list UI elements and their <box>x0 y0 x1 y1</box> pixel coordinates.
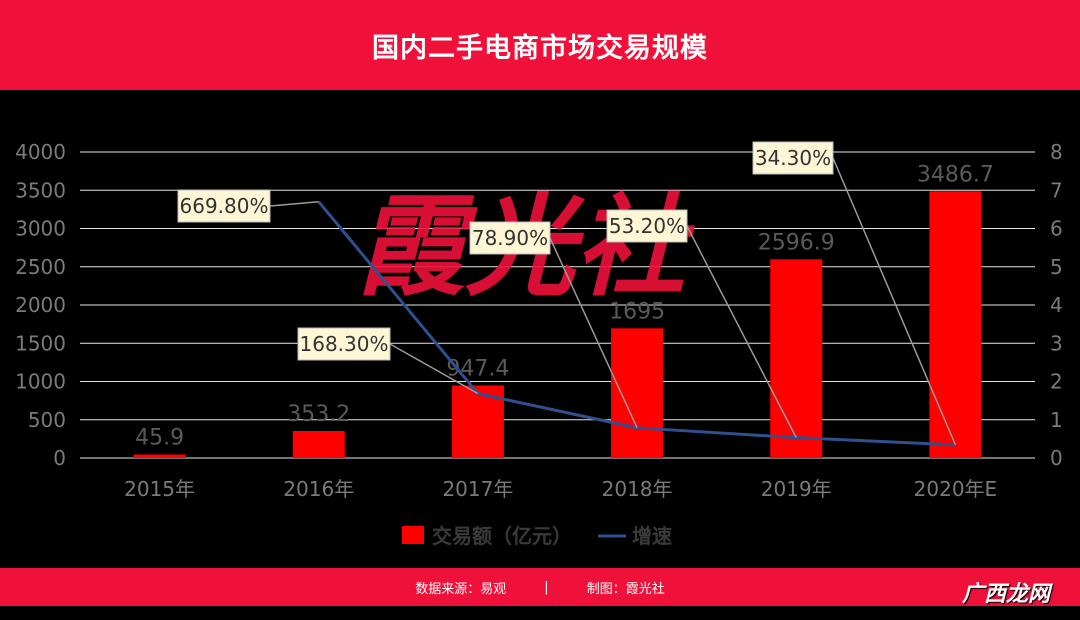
y-left-tick: 1000 <box>15 370 66 394</box>
x-tick: 2017年 <box>442 477 513 501</box>
growth-value-label: 669.80% <box>180 194 269 218</box>
callout-box <box>606 209 688 243</box>
y-left-tick: 0 <box>53 446 66 470</box>
bar <box>611 328 664 458</box>
x-tick: 2015年 <box>124 477 195 501</box>
y-left-tick: 2500 <box>15 255 66 279</box>
growth-value-label: 34.30% <box>755 146 831 170</box>
footer-bar: 数据来源：易观 | 制图：霞光社 <box>0 568 1080 606</box>
y-right-tick: 2 <box>1050 370 1063 394</box>
footer-strip <box>0 606 1080 620</box>
bar <box>133 454 186 458</box>
callout-box <box>297 327 391 361</box>
bar <box>770 259 823 458</box>
x-tick: 2020年E <box>914 477 998 501</box>
growth-value-label: 78.90% <box>472 226 548 250</box>
y-left-tick: 500 <box>28 408 66 432</box>
bar <box>292 430 345 458</box>
legend-bar-label: 交易额（亿元） <box>432 524 572 548</box>
y-left-tick: 3500 <box>15 178 66 202</box>
bar <box>929 191 982 458</box>
y-right-tick: 7 <box>1050 178 1063 202</box>
bar-value-label: 2596.9 <box>758 230 835 255</box>
header-bar: 国内二手电商市场交易规模 <box>0 0 1080 90</box>
callout-box <box>469 221 551 255</box>
callout-leader <box>832 157 957 446</box>
bar-value-label: 1695 <box>609 299 665 324</box>
callout-leader <box>549 237 638 429</box>
growth-value-label: 168.30% <box>300 332 389 356</box>
bar-value-label: 353.2 <box>287 402 350 427</box>
callout-box <box>177 189 271 223</box>
y-right-tick: 8 <box>1050 140 1063 164</box>
y-right-tick: 0 <box>1050 446 1063 470</box>
legend-bar-swatch <box>402 526 424 544</box>
y-left-tick: 1500 <box>15 331 66 355</box>
footer-separator: | <box>544 579 549 595</box>
y-right-tick: 1 <box>1050 408 1063 432</box>
y-left-tick: 3000 <box>15 217 66 241</box>
callout-box <box>752 141 834 175</box>
y-right-tick: 3 <box>1050 331 1063 355</box>
growth-value-label: 53.20% <box>609 214 685 238</box>
x-tick: 2016年 <box>283 477 354 501</box>
callout-leader <box>389 343 479 395</box>
y-right-tick: 5 <box>1050 255 1063 279</box>
x-tick: 2019年 <box>761 477 832 501</box>
corner-logo: 广西龙网 <box>961 582 1050 607</box>
source-text: 数据来源：易观 <box>415 581 507 597</box>
callout-leader <box>686 225 797 438</box>
bar-value-label: 45.9 <box>135 425 184 450</box>
credit-text: 制图：霞光社 <box>586 581 665 597</box>
y-right-tick: 6 <box>1050 217 1063 241</box>
y-right-tick: 4 <box>1050 293 1063 317</box>
y-left-tick: 4000 <box>15 140 66 164</box>
legend-line-label: 增速 <box>632 524 672 548</box>
x-tick: 2018年 <box>602 477 673 501</box>
chart-title: 国内二手电商市场交易规模 <box>372 32 708 64</box>
combo-chart: 0 500 1000 1500 2000 2500 3000 3500 4000 0 1 2 3 4 5 6 7… <box>15 140 1063 548</box>
bar-value-label: 3486.7 <box>917 162 994 187</box>
y-left-tick: 2000 <box>15 293 66 317</box>
callout-leader <box>269 201 319 207</box>
